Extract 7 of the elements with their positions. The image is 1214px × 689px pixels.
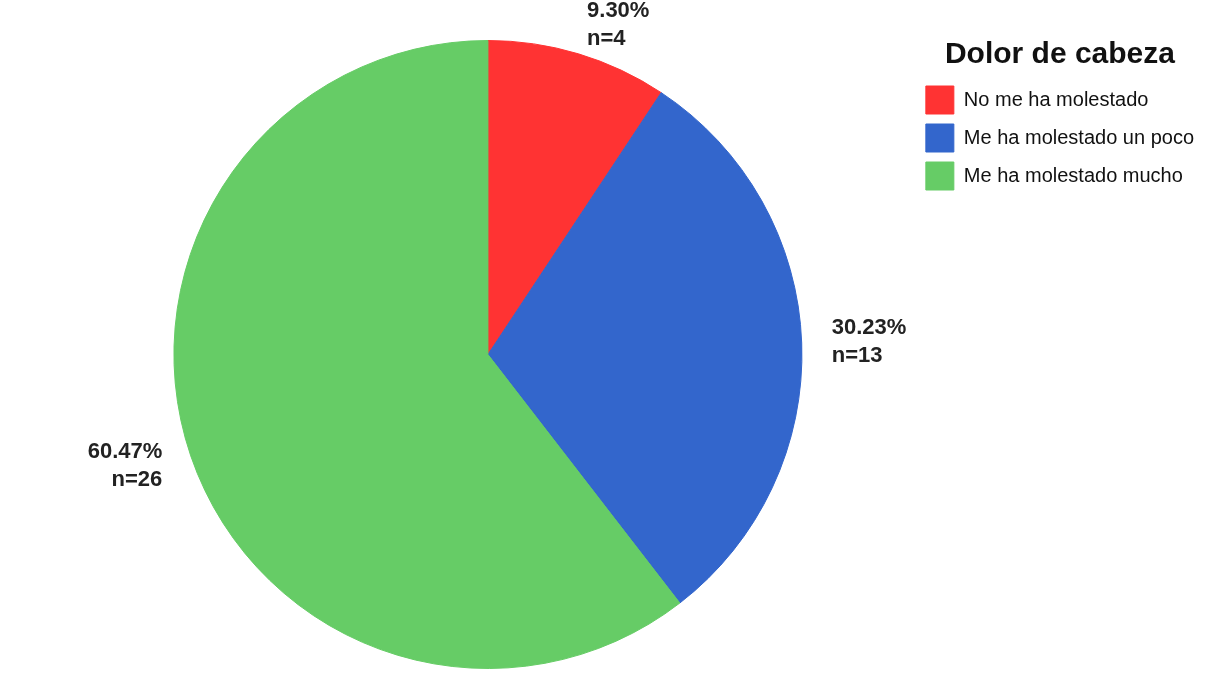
data-label: 60.47% n=26 (87, 437, 163, 491)
data-label: 9.30% n=4 (587, 0, 650, 51)
legend-label: Me ha molestado mucho (963, 163, 1183, 186)
legend-label: No me ha molestado (963, 87, 1149, 110)
legend-label: Me ha molestado un poco (963, 125, 1195, 148)
legend-title: Dolor de cabeza (944, 36, 1176, 70)
data-label: 30.23% n=13 (831, 314, 907, 367)
